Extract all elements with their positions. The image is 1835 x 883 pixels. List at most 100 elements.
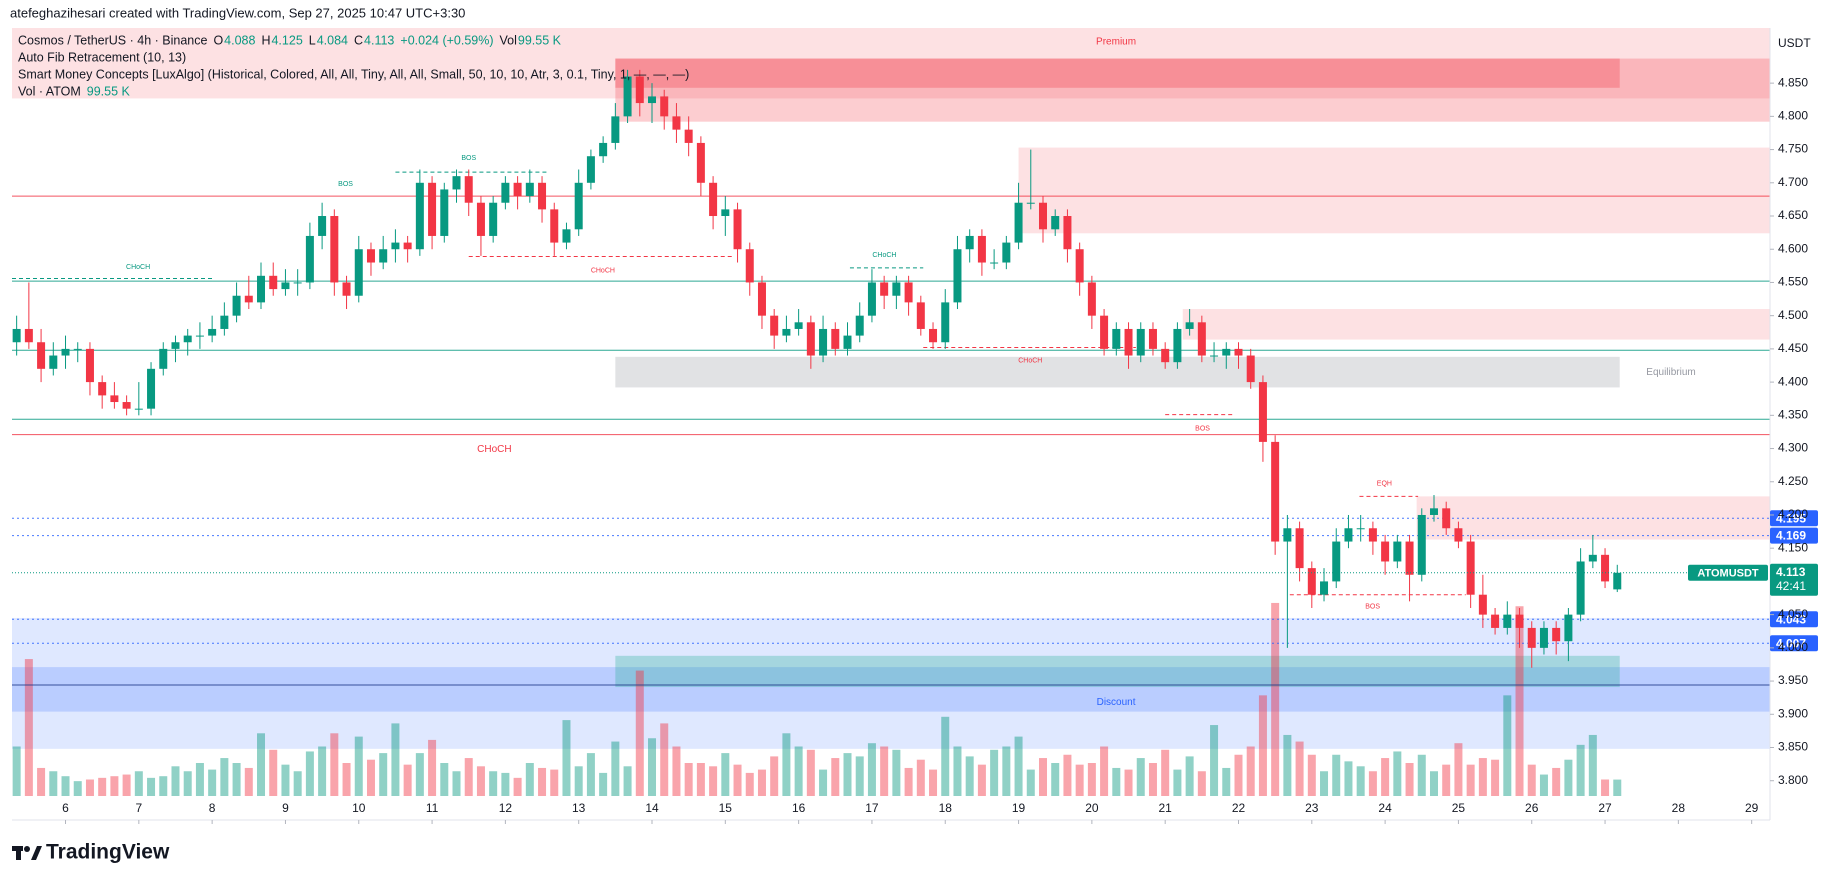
candle-body	[1356, 528, 1365, 530]
candle-body	[1368, 528, 1377, 542]
candle-body	[635, 76, 644, 104]
volume-bar	[1014, 736, 1023, 796]
volume-bar	[354, 736, 363, 796]
candle-body	[24, 328, 33, 343]
candle-body	[403, 242, 412, 250]
zone	[615, 58, 1770, 122]
logo-slash	[31, 846, 42, 860]
volume-bar	[269, 749, 278, 796]
candle-body	[1601, 554, 1610, 582]
candle-body	[574, 182, 583, 230]
candle-body	[1087, 282, 1096, 316]
volume-bar	[1124, 769, 1133, 796]
volume-bar	[941, 716, 950, 796]
zone	[615, 58, 1620, 88]
candle-body	[1503, 614, 1512, 628]
x-tick-label: 8	[209, 801, 216, 815]
candle-body	[415, 182, 424, 250]
volume-bar	[977, 764, 986, 796]
candle-body	[354, 249, 363, 296]
volume-bar	[1271, 602, 1280, 796]
candle-body	[1148, 328, 1157, 349]
price-tag	[1770, 611, 1818, 628]
price-tag-label: 4.007	[1776, 636, 1806, 650]
volume-bar	[1576, 744, 1585, 796]
volume-bar	[611, 741, 620, 796]
candle-body	[342, 282, 351, 296]
volume-bar	[929, 769, 938, 796]
annotation: BOS	[1195, 425, 1210, 432]
volume-bar	[1442, 764, 1451, 796]
volume-bar	[1613, 779, 1622, 796]
x-tick-label: 21	[1159, 801, 1173, 815]
candle-body	[37, 342, 46, 369]
volume-bar	[1197, 771, 1206, 796]
x-tick-label: 23	[1305, 801, 1319, 815]
candle-body	[476, 202, 485, 236]
candle-body	[1491, 614, 1500, 628]
vol-value: 99.55 K	[518, 33, 562, 47]
x-tick-label: 18	[939, 801, 953, 815]
candle-body	[1283, 528, 1292, 542]
close-value: 4.113	[364, 33, 394, 47]
volume-bar	[1051, 763, 1060, 796]
y-tick-label: 4.000	[1778, 640, 1808, 654]
candle-body	[183, 335, 192, 343]
volume-bar	[623, 766, 632, 796]
volume-bar	[648, 738, 657, 796]
candle-body	[1381, 541, 1390, 562]
volume-bar	[599, 772, 608, 796]
volume-bar	[305, 751, 314, 796]
volume-bar	[281, 764, 290, 796]
volume-bar	[1368, 771, 1377, 796]
volume-bar	[330, 733, 339, 796]
volume-bar	[745, 772, 754, 796]
volume-bar	[1552, 767, 1561, 796]
volume-bar	[550, 769, 559, 796]
indicator: Vol · ATOM	[18, 84, 81, 98]
candle-body	[867, 282, 876, 316]
candle-body	[1051, 216, 1060, 230]
volume-bar	[98, 777, 107, 796]
candle-body	[1564, 614, 1573, 642]
x-tick-label: 29	[1745, 801, 1759, 815]
volume-bar	[916, 759, 925, 796]
volume-bar	[1295, 741, 1304, 796]
x-tick-label: 13	[572, 801, 586, 815]
candle-body	[1515, 614, 1524, 628]
volume-bar	[1601, 779, 1610, 796]
zone	[615, 356, 1620, 388]
candle-body	[929, 328, 938, 343]
volume-bar	[1136, 758, 1145, 796]
volume-bar	[428, 739, 437, 796]
zone	[615, 655, 1620, 688]
volume-bar	[635, 670, 644, 796]
candle-body	[770, 315, 779, 336]
volume-bar	[1405, 763, 1414, 796]
x-tick-label: 16	[792, 801, 806, 815]
volume-bar	[501, 772, 510, 796]
y-tick-label: 3.800	[1778, 773, 1808, 787]
volume-bar	[1173, 769, 1182, 796]
price-tag	[1770, 527, 1818, 544]
candle-body	[880, 282, 889, 296]
volume-bar	[892, 749, 901, 796]
logo-dot	[24, 846, 30, 852]
volume-bar	[73, 781, 82, 796]
countdown: 42:41	[1776, 579, 1806, 593]
y-tick-label: 4.250	[1778, 474, 1808, 488]
volume-bar	[794, 746, 803, 796]
candle-body	[147, 368, 156, 409]
volume-bar	[122, 774, 131, 796]
x-tick-label: 25	[1452, 801, 1466, 815]
candle-body	[366, 249, 375, 263]
volume-bar	[757, 769, 766, 796]
y-tick-label: 4.150	[1778, 540, 1808, 554]
candle-body	[110, 395, 119, 403]
volume-bar	[953, 746, 962, 796]
y-tick-label: 3.950	[1778, 673, 1808, 687]
volume-bar	[525, 763, 534, 796]
creator: atefeghazihesari created with TradingVie…	[10, 5, 465, 20]
candle-body	[1576, 561, 1585, 615]
y-tick-label: 4.200	[1778, 507, 1808, 521]
